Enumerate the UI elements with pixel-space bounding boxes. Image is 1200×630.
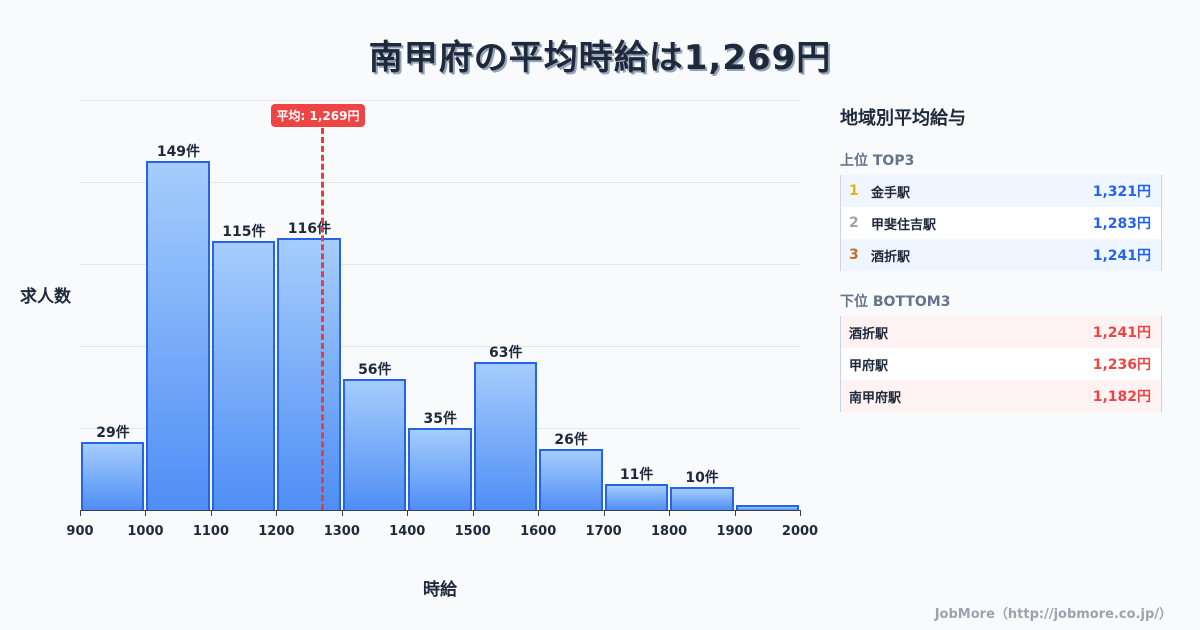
- top3-row: 1 金手駅 1,321円: [841, 175, 1161, 207]
- histogram-bar[interactable]: [539, 449, 603, 510]
- gridline: [80, 346, 800, 347]
- histogram-bar[interactable]: [342, 378, 407, 510]
- x-tick: [407, 510, 409, 516]
- x-tick-label: 1100: [192, 524, 229, 539]
- histogram-chart: 29件 149件 115件 116件 56件 35件 63件 26件 11件 10件: [80, 100, 800, 510]
- station-name: 甲府駅: [849, 358, 889, 374]
- bar-value-label: 115件: [222, 223, 266, 240]
- gridline: [80, 182, 800, 183]
- x-tick: [603, 510, 605, 516]
- x-axis-line: [80, 510, 800, 511]
- bar-value-label: 63件: [488, 345, 523, 362]
- top3-table: 1 金手駅 1,321円 2 甲斐住吉駅 1,283円 3 酒折駅 1,241円: [840, 175, 1162, 271]
- histogram-bar[interactable]: [146, 160, 210, 510]
- x-tick: [145, 510, 147, 516]
- x-tick: [734, 510, 736, 516]
- station-name: 甲斐住吉駅: [871, 217, 937, 233]
- station-wage: 1,283円: [1092, 216, 1151, 232]
- bar-value-label: 26件: [554, 432, 588, 449]
- histogram-bar[interactable]: [408, 428, 472, 510]
- x-tick: [276, 510, 278, 516]
- bar-value-label: 29件: [96, 425, 130, 442]
- x-tick-label: 1000: [127, 524, 164, 539]
- rank-number: 2: [849, 215, 859, 231]
- x-tick: [538, 510, 540, 516]
- x-tick-label: 1900: [716, 524, 753, 539]
- histogram-bar[interactable]: [211, 240, 276, 510]
- bar-value-label: 35件: [423, 411, 457, 427]
- x-tick: [210, 510, 212, 516]
- x-tick-label: 900: [66, 524, 94, 539]
- bar-value-label: 116件: [287, 221, 331, 238]
- x-tick-label: 1700: [585, 524, 622, 539]
- bottom3-row: 甲府駅 1,236円: [841, 348, 1161, 380]
- footer-credit: JobMore（http://jobmore.co.jp/）: [934, 607, 1172, 622]
- station-wage: 1,182円: [1092, 389, 1151, 405]
- x-tick: [80, 510, 81, 516]
- top3-row: 3 酒折駅 1,241円: [841, 239, 1161, 271]
- bar-value-label: 11件: [619, 467, 654, 484]
- x-tick-label: 1400: [389, 524, 426, 539]
- station-name: 酒折駅: [849, 326, 889, 342]
- average-badge: 平均: 1,269円: [270, 104, 366, 127]
- x-tick-label: 1800: [650, 524, 688, 539]
- x-tick-label: 1300: [323, 524, 360, 539]
- station-wage: 1,241円: [1092, 248, 1151, 264]
- histogram-bar[interactable]: [670, 486, 734, 510]
- x-tick-label: 1200: [258, 524, 295, 539]
- station-name: 金手駅: [871, 185, 911, 201]
- station-name: 南甲府駅: [849, 390, 902, 406]
- x-tick-label: 2000: [781, 524, 819, 539]
- page-title: 南甲府の平均時給は1,269円: [368, 38, 832, 78]
- x-tick-label: 1600: [520, 524, 557, 539]
- bottom3-row: 南甲府駅 1,182円: [841, 380, 1161, 412]
- average-line: [320, 128, 324, 510]
- x-tick: [800, 510, 801, 516]
- station-name: 酒折駅: [871, 249, 911, 265]
- histogram-bar[interactable]: [735, 505, 799, 510]
- bottom3-row: 酒折駅 1,241円: [841, 316, 1161, 348]
- rank-number: 1: [849, 183, 859, 199]
- rank-number: 3: [849, 247, 859, 263]
- panel-title: 地域別平均給与: [840, 108, 966, 129]
- x-tick: [669, 510, 671, 516]
- gridline: [80, 264, 800, 265]
- x-axis-label: 時給: [423, 580, 457, 600]
- histogram-bar[interactable]: [277, 238, 341, 510]
- station-wage: 1,241円: [1092, 325, 1151, 341]
- gridline: [80, 100, 800, 101]
- y-axis-label: 求人数: [20, 287, 71, 307]
- x-tick: [472, 510, 474, 516]
- bottom3-table: 酒折駅 1,241円甲府駅 1,236円南甲府駅 1,182円: [840, 316, 1162, 412]
- bar-value-label: 149件: [156, 143, 201, 160]
- x-tick-label: 1500: [454, 524, 491, 539]
- top3-row: 2 甲斐住吉駅 1,283円: [841, 207, 1161, 239]
- bar-value-label: 10件: [685, 469, 719, 486]
- station-wage: 1,321円: [1092, 184, 1151, 200]
- top3-title: 上位 TOP3: [840, 153, 915, 169]
- station-wage: 1,236円: [1092, 357, 1151, 373]
- x-tick: [341, 510, 343, 516]
- bottom3-title: 下位 BOTTOM3: [840, 294, 951, 310]
- histogram-bar[interactable]: [604, 484, 669, 510]
- histogram-bar[interactable]: [473, 362, 538, 510]
- bar-value-label: 56件: [358, 361, 392, 378]
- histogram-bar[interactable]: [81, 442, 145, 510]
